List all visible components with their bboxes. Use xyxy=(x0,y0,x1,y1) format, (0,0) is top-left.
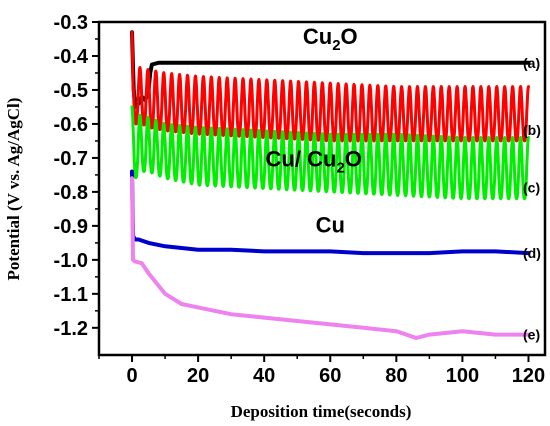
series-line-e xyxy=(130,176,531,340)
series-layer xyxy=(130,30,531,340)
x-axis-title: Deposition time(seconds) xyxy=(231,402,412,421)
y-tick-label: -0.7 xyxy=(54,148,88,170)
series-label-e: (e) xyxy=(523,327,540,343)
y-tick-label: -1.0 xyxy=(54,250,88,272)
x-tick-label: 40 xyxy=(253,365,275,387)
x-tick-label: 120 xyxy=(512,365,545,387)
plot-border xyxy=(97,20,547,357)
y-tick-label: -0.6 xyxy=(54,114,88,136)
annotation-cu: Cu xyxy=(316,213,345,238)
series-line-b xyxy=(130,30,530,143)
y-axis-title: Potential (V vs. Ag/AgCl) xyxy=(4,98,23,281)
annotation-cu-cu2o: Cu/ Cu2O xyxy=(266,146,362,176)
series-label-d: (d) xyxy=(523,245,541,261)
series-label-b: (b) xyxy=(523,122,541,138)
series-line-c xyxy=(130,105,530,201)
y-tick-label: -0.9 xyxy=(54,216,88,238)
x-tick-label: 0 xyxy=(126,365,137,387)
y-tick-label: -0.3 xyxy=(54,12,88,34)
y-tick-label: -0.4 xyxy=(54,46,89,68)
series-label-c: (c) xyxy=(523,180,540,196)
plot-frame xyxy=(97,20,547,357)
series-label-a: (a) xyxy=(523,55,540,71)
x-tick-label: 60 xyxy=(319,365,341,387)
x-tick-label: 80 xyxy=(385,365,407,387)
series-line-d xyxy=(130,169,531,256)
annotation-cu2o: Cu2O xyxy=(303,24,358,54)
annotations: (a) (b) (c) (d) (e) Cu2O Cu/ Cu2O Cu xyxy=(266,24,541,343)
y-tick-label: -0.5 xyxy=(54,80,88,102)
ticks-layer: 0 20 40 60 80 100 120 -0.3 -0.4 -0.5 -0.6 -0.7 -0.8 -… xyxy=(54,12,546,387)
y-tick-label: -1.1 xyxy=(54,284,88,306)
x-tick-label: 20 xyxy=(187,365,209,387)
y-tick-label: -1.2 xyxy=(54,318,88,340)
y-tick-label: -0.8 xyxy=(54,182,88,204)
x-tick-label: 100 xyxy=(446,365,479,387)
